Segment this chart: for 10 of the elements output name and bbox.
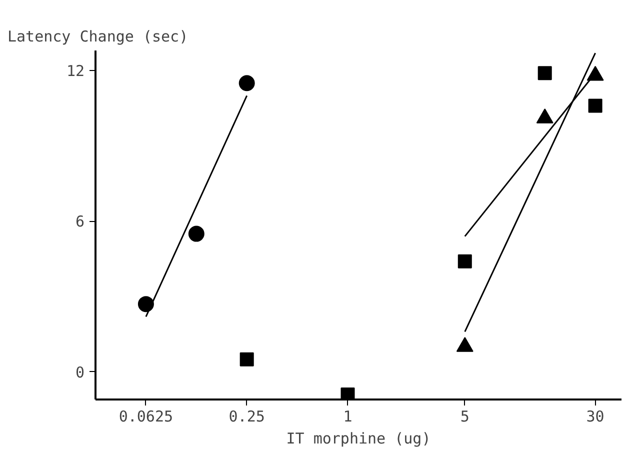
x-tick-label: 0.25 [228,408,265,426]
y-tick-label: 0 [75,363,84,382]
x-tick-label: 5 [460,408,470,426]
y-axis-title: Latency Change (sec) [8,28,188,46]
x-tick-label: 1 [343,408,352,426]
x-axis-title: IT morphine (ug) [286,430,431,448]
y-tick-label: 12 [66,62,84,80]
x-tick-label: 0.0625 [118,408,174,426]
x-tick-label: 30 [586,408,604,426]
y-tick-label: 6 [75,212,84,231]
